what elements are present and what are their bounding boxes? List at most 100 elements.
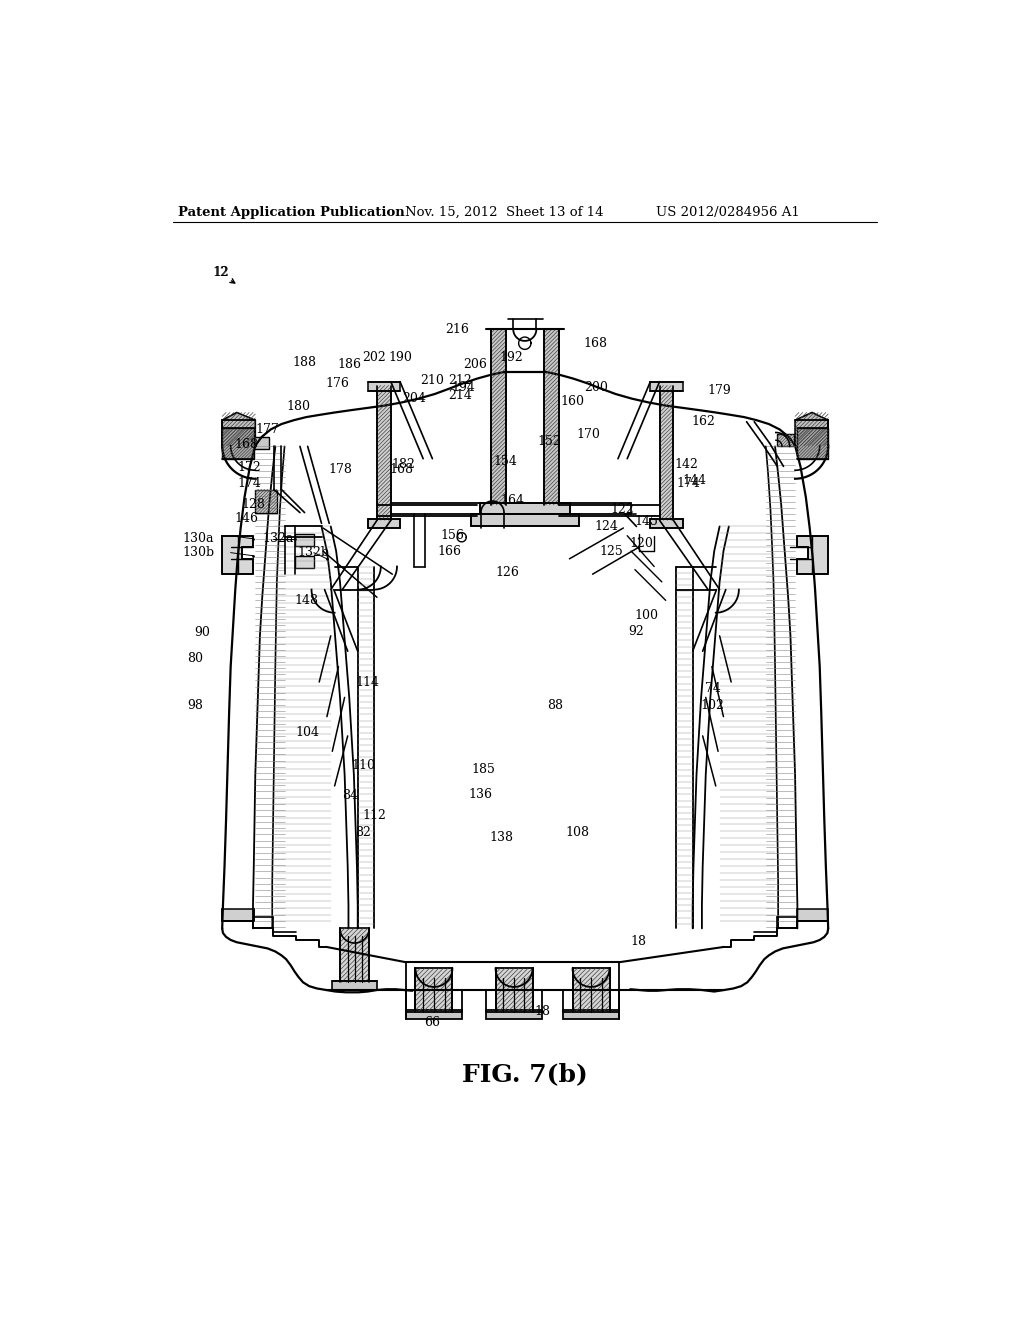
Text: 154: 154: [494, 454, 517, 467]
Text: 108: 108: [565, 826, 589, 840]
Text: 124: 124: [595, 520, 618, 533]
Text: 186: 186: [337, 358, 361, 371]
Text: 176: 176: [325, 376, 349, 389]
Text: 144: 144: [682, 474, 707, 487]
Text: 12: 12: [213, 265, 228, 279]
Text: 88: 88: [548, 698, 563, 711]
Text: 204: 204: [402, 392, 426, 405]
Text: 130b: 130b: [182, 546, 214, 560]
Text: 98: 98: [187, 698, 203, 711]
Polygon shape: [295, 556, 313, 568]
Text: 212: 212: [449, 374, 472, 387]
Polygon shape: [650, 519, 683, 528]
Text: 66: 66: [424, 1016, 440, 1028]
Polygon shape: [222, 428, 254, 459]
Polygon shape: [486, 1010, 542, 1019]
Text: FIG. 7(b): FIG. 7(b): [462, 1063, 588, 1086]
Text: 162: 162: [691, 416, 716, 428]
Text: 166: 166: [437, 545, 462, 557]
Text: 100: 100: [635, 610, 658, 622]
Text: 152: 152: [538, 436, 561, 449]
Text: 188: 188: [293, 356, 316, 370]
Text: 18: 18: [631, 935, 647, 948]
Text: 120: 120: [630, 537, 653, 550]
Text: 80: 80: [187, 652, 203, 665]
Text: 128: 128: [242, 499, 265, 511]
Polygon shape: [471, 515, 580, 527]
Text: 194: 194: [452, 381, 475, 395]
Polygon shape: [797, 909, 828, 921]
Text: 104: 104: [296, 726, 319, 739]
Text: 130a: 130a: [182, 532, 214, 545]
Text: 145: 145: [635, 515, 658, 528]
Polygon shape: [650, 381, 683, 391]
Text: 190: 190: [388, 351, 412, 363]
Text: 216: 216: [445, 323, 469, 335]
Polygon shape: [222, 412, 255, 446]
Text: 164: 164: [501, 494, 524, 507]
Text: 170: 170: [577, 428, 600, 441]
Polygon shape: [797, 428, 828, 459]
Text: 102: 102: [700, 698, 725, 711]
Polygon shape: [254, 437, 269, 449]
Text: 142: 142: [675, 458, 698, 471]
Text: 168: 168: [234, 438, 258, 451]
Text: 174: 174: [238, 477, 261, 490]
Polygon shape: [377, 385, 391, 520]
Text: 200: 200: [584, 381, 607, 395]
Polygon shape: [572, 969, 609, 1011]
Text: 122: 122: [610, 503, 634, 516]
Polygon shape: [795, 412, 828, 446]
Polygon shape: [333, 981, 377, 990]
Text: 172: 172: [238, 462, 261, 474]
Polygon shape: [659, 385, 674, 520]
Polygon shape: [496, 969, 532, 1011]
Polygon shape: [222, 909, 254, 921]
Polygon shape: [416, 969, 453, 1011]
Text: 202: 202: [362, 351, 386, 363]
Text: 74: 74: [705, 681, 721, 694]
Text: 114: 114: [355, 676, 380, 689]
Text: 146: 146: [234, 512, 258, 525]
Text: 126: 126: [496, 566, 520, 579]
Text: 177: 177: [256, 422, 280, 436]
Text: 210: 210: [421, 374, 444, 387]
Text: 136: 136: [469, 788, 493, 801]
Polygon shape: [368, 381, 400, 391]
Text: 180: 180: [287, 400, 310, 413]
Polygon shape: [563, 1010, 618, 1019]
Text: 125: 125: [600, 545, 624, 557]
Polygon shape: [368, 519, 400, 528]
Text: 148: 148: [294, 594, 318, 607]
Text: 214: 214: [449, 389, 472, 403]
Polygon shape: [490, 330, 506, 506]
Text: 12: 12: [213, 265, 229, 279]
Text: 168: 168: [389, 463, 414, 477]
Polygon shape: [222, 536, 253, 574]
Text: Nov. 15, 2012  Sheet 13 of 14: Nov. 15, 2012 Sheet 13 of 14: [406, 206, 604, 219]
Text: 178: 178: [328, 463, 352, 477]
Polygon shape: [480, 503, 570, 515]
Text: 18: 18: [535, 1005, 551, 1018]
Text: 84: 84: [342, 789, 358, 803]
Polygon shape: [295, 535, 313, 546]
Text: 92: 92: [629, 624, 644, 638]
Text: 110: 110: [352, 759, 376, 772]
Text: 156: 156: [440, 529, 464, 543]
Text: 174: 174: [676, 477, 700, 490]
Polygon shape: [407, 1010, 462, 1019]
Text: 168: 168: [584, 337, 607, 350]
Text: 182: 182: [391, 458, 415, 471]
Text: US 2012/0284956 A1: US 2012/0284956 A1: [655, 206, 800, 219]
Text: 82: 82: [355, 826, 371, 840]
Polygon shape: [798, 536, 828, 574]
Text: 138: 138: [489, 832, 514, 843]
Text: 206: 206: [463, 358, 486, 371]
Polygon shape: [544, 330, 559, 506]
Text: 132b: 132b: [298, 546, 330, 560]
Text: 112: 112: [361, 809, 386, 822]
Text: 185: 185: [471, 763, 496, 776]
Text: 160: 160: [560, 395, 585, 408]
Text: 192: 192: [499, 351, 523, 363]
Polygon shape: [255, 490, 276, 512]
